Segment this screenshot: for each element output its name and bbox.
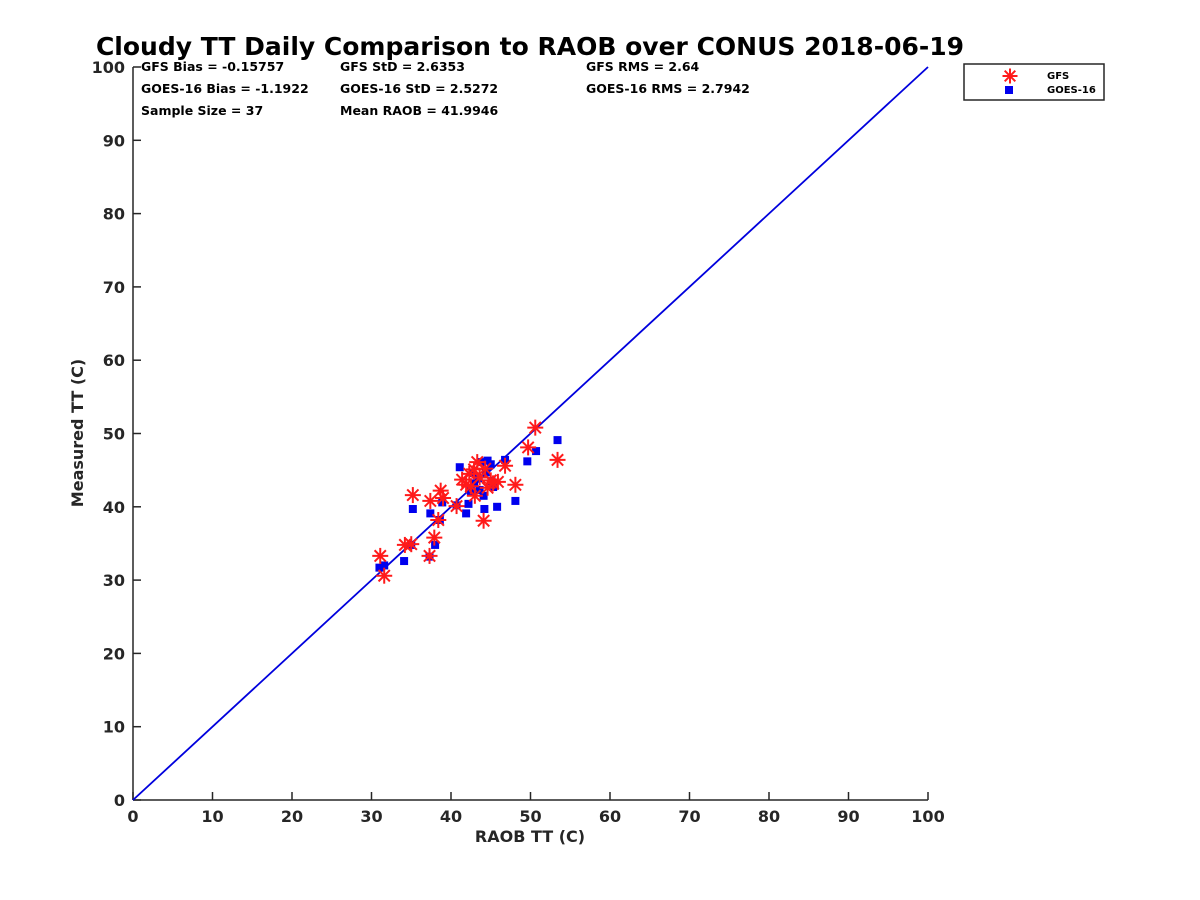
x-tick-label: 10 [201,807,223,826]
goes16-point [523,457,532,466]
gfs-point [466,487,483,504]
legend-goes16-label: GOES-16 [1047,85,1096,96]
gfs-point [489,473,506,490]
gfs-point [421,547,438,564]
gfs-point [527,419,544,436]
gfs-point [435,490,452,507]
x-tick-label: 100 [911,807,944,826]
goes16-point [553,436,562,445]
x-tick-label: 60 [599,807,621,826]
goes16-point [493,502,502,511]
y-tick-label: 60 [103,351,125,370]
goes16-point [455,463,464,472]
x-tick-label: 0 [127,807,138,826]
x-tick-label: 80 [758,807,780,826]
stat-goes-std: GOES-16 StD = 2.5272 [340,81,498,96]
goes16-point [464,499,473,508]
y-tick-label: 0 [114,791,125,810]
legend-gfs-marker [1002,68,1018,84]
gfs-point [376,567,393,584]
y-tick-label: 30 [103,571,125,590]
goes16-point [462,509,471,518]
chart-title: Cloudy TT Daily Comparison to RAOB over … [96,32,964,61]
goes16-point [532,447,541,456]
y-tick-label: 10 [103,718,125,737]
y-tick-label: 100 [92,58,125,77]
axes: 0 10 20 30 40 50 60 70 80 90 100 0 10 20 30 40 50 60 70 80 9… [92,58,945,826]
legend-gfs-label: GFS [1047,71,1069,82]
gfs-point [475,512,492,529]
gfs-point [477,460,494,477]
goes16-point [426,509,435,518]
y-tick-label: 50 [103,425,125,444]
x-tick-label: 30 [360,807,382,826]
y-tick-label: 40 [103,498,125,517]
legend-goes16-square [1005,86,1013,94]
gfs-point [549,451,566,468]
stat-gfs-bias: GFS Bias = -0.15757 [141,59,284,74]
legend-gfs-asterisk [1002,68,1018,84]
goes16-point [380,561,389,570]
stat-mean-raob: Mean RAOB = 41.9946 [340,103,498,118]
goes16-point [479,491,488,500]
gfs-point [403,536,420,553]
legend-goes16-marker [1005,86,1013,94]
goes16-point [408,504,417,513]
x-axis-label: RAOB TT (C) [475,827,585,846]
y-tick-label: 90 [103,131,125,150]
stat-goes-rms: GOES-16 RMS = 2.7942 [586,81,750,96]
stat-gfs-rms: GFS RMS = 2.64 [586,59,700,74]
gfs-point [448,498,465,515]
legend-box [963,63,1105,101]
x-tick-label: 90 [837,807,859,826]
gfs-point [426,529,443,546]
y-tick-label: 70 [103,278,125,297]
goes16-point [511,496,520,505]
goes16-point [375,563,384,572]
data-points [372,419,566,584]
goes16-point [480,504,489,513]
y-tick-label: 80 [103,205,125,224]
x-tick-label: 20 [281,807,303,826]
stat-goes-bias: GOES-16 Bias = -1.1922 [141,81,309,96]
gfs-point [422,492,439,509]
legend: GFS GOES-16 [963,63,1105,101]
gfs-point [372,547,389,564]
x-tick-label: 50 [519,807,541,826]
gfs-point [520,439,537,456]
gfs-point [430,511,447,528]
gfs-point [497,457,514,474]
goes16-point [400,557,409,566]
x-tick-label: 70 [678,807,700,826]
gfs-point [404,487,421,504]
gfs-point [507,476,524,493]
y-axis-label: Measured TT (C) [68,359,87,507]
stat-sample-size: Sample Size = 37 [141,103,263,118]
stat-gfs-std: GFS StD = 2.6353 [340,59,465,74]
x-tick-label: 40 [440,807,462,826]
y-tick-label: 20 [103,644,125,663]
